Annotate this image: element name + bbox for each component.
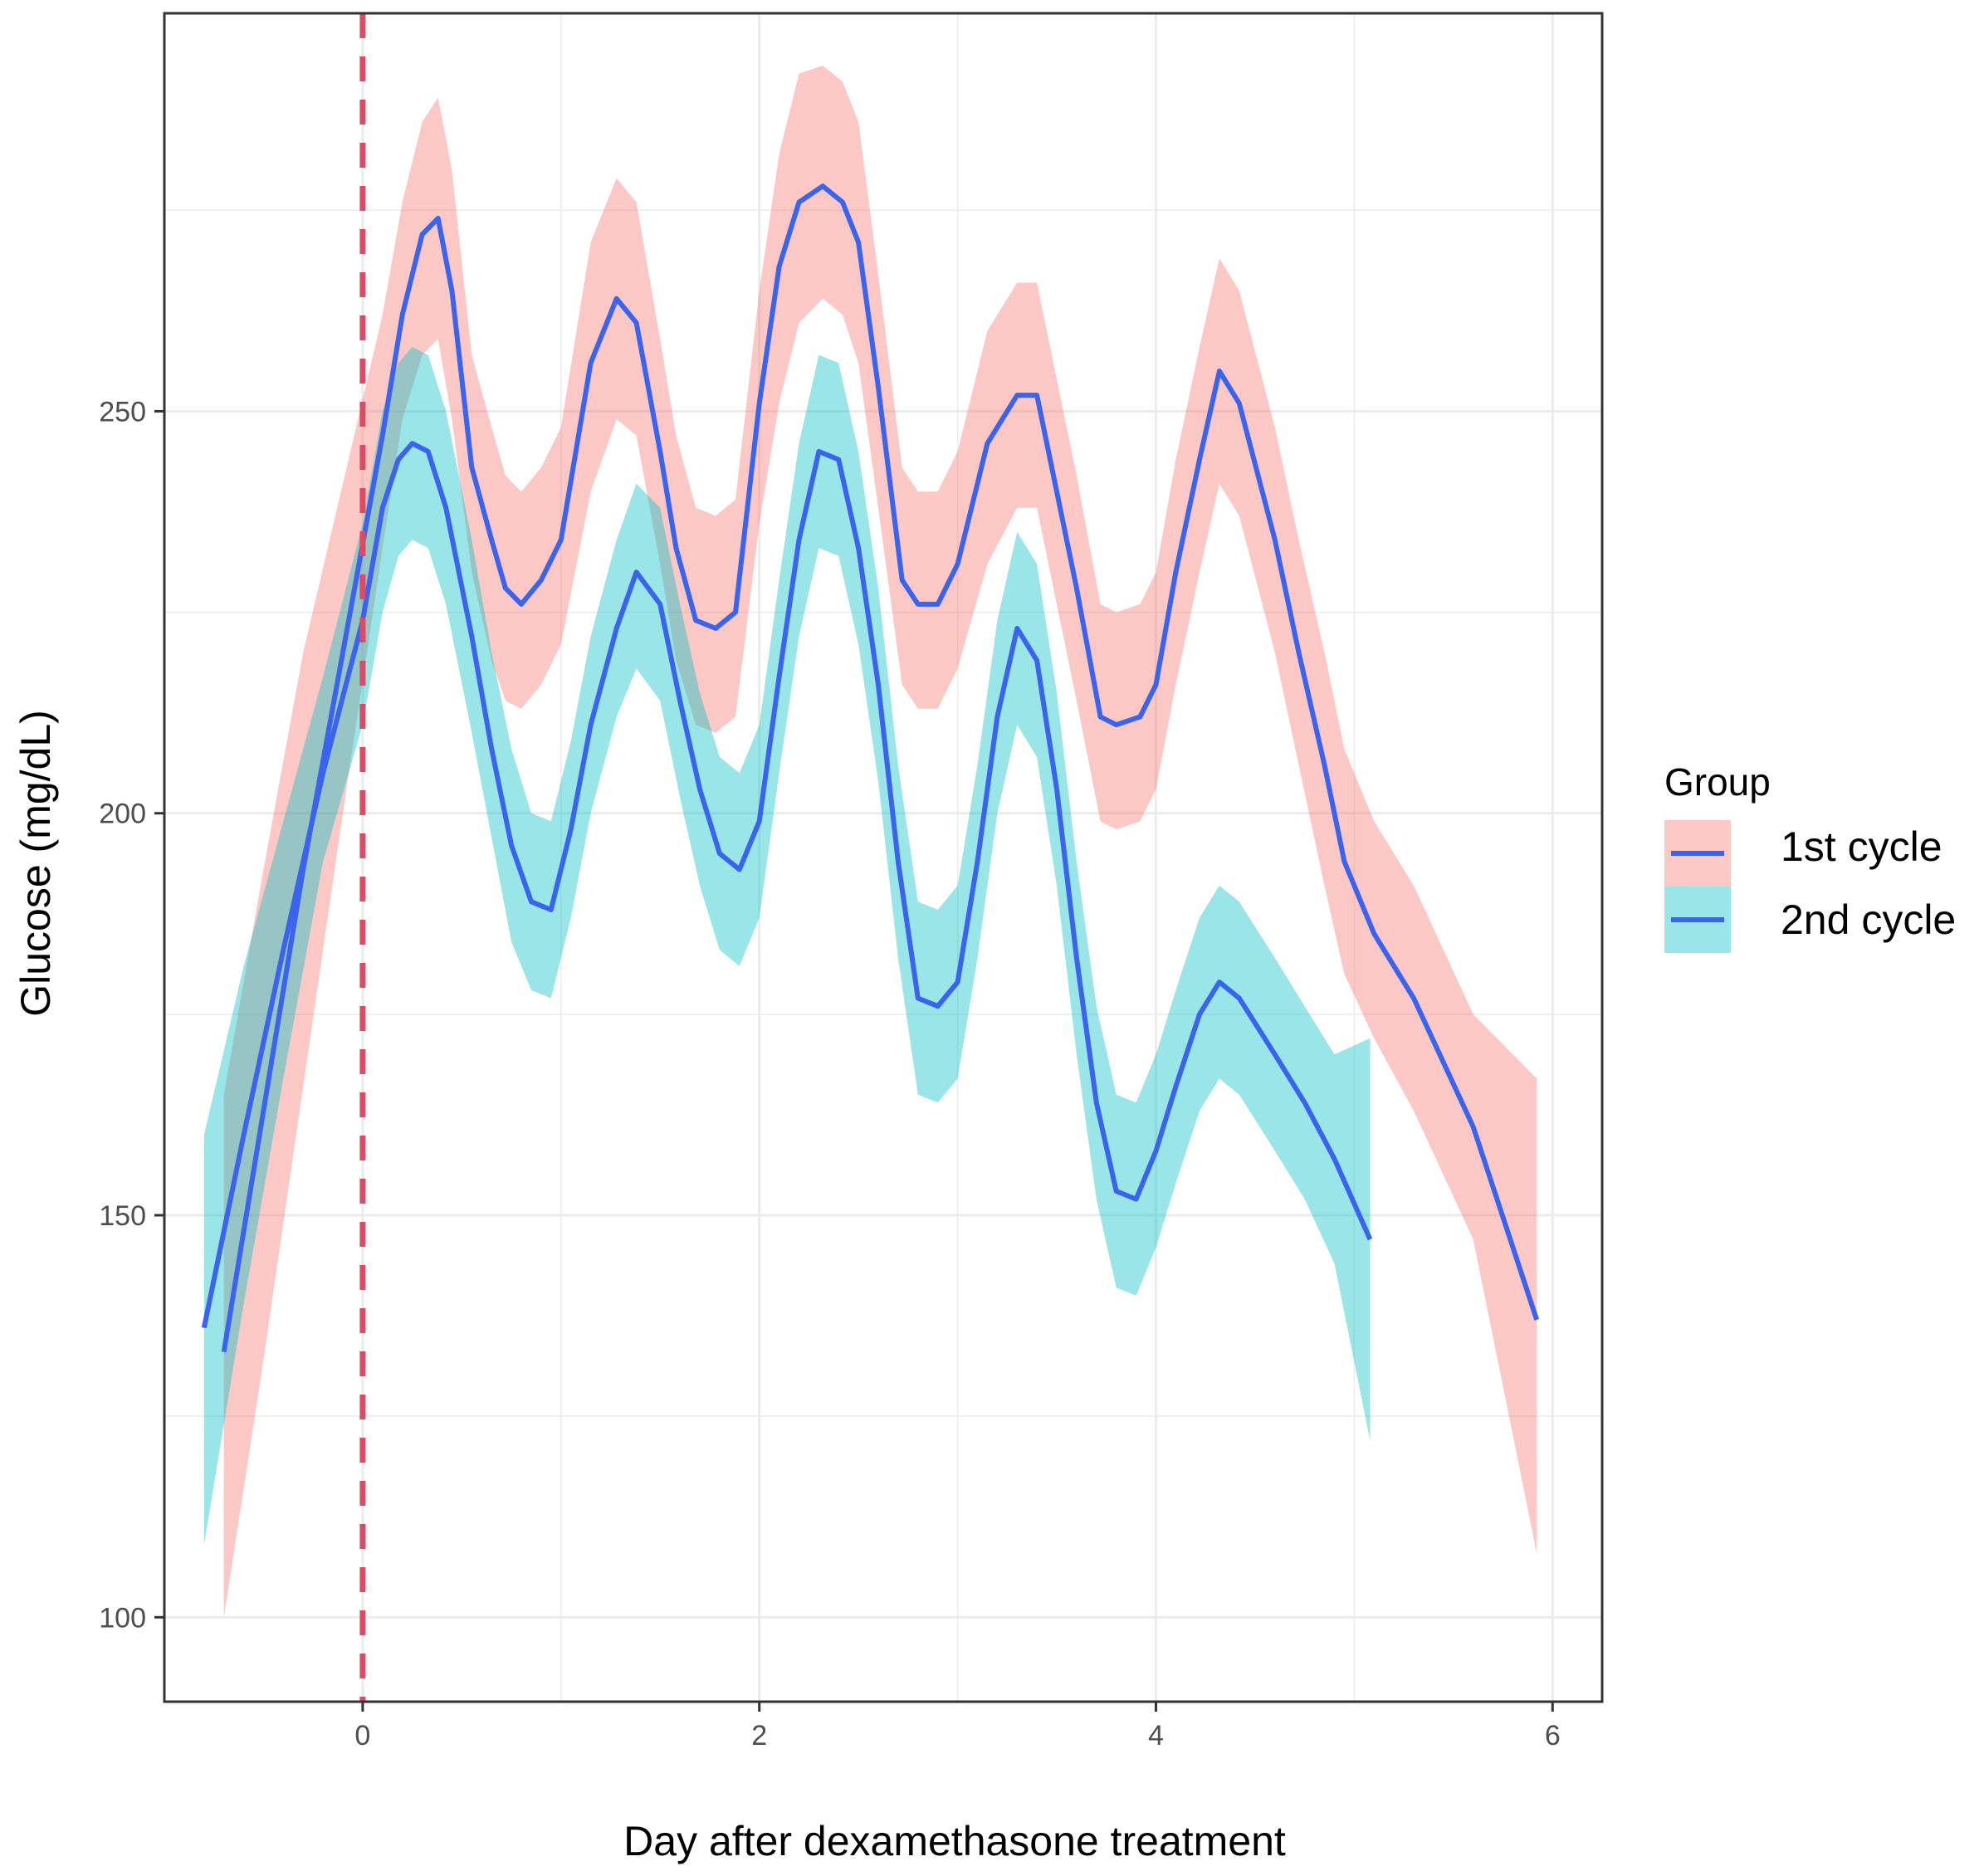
line-2nd-cycle (201, 441, 1373, 1329)
series-lines (201, 183, 1540, 1353)
y-tick-label: 200 (99, 799, 146, 830)
legend: Group 1st cycle 2nd cycle (1664, 760, 1956, 953)
x-tick-label: 0 (354, 1720, 370, 1751)
x-tick-label: 2 (751, 1720, 767, 1751)
band-2nd-cycle (203, 347, 1371, 1546)
x-axis-title: Day after dexamethasone treatment (623, 1818, 1286, 1864)
legend-item-2nd-cycle: 2nd cycle (1664, 887, 1956, 953)
x-tick-label: 6 (1545, 1720, 1561, 1751)
x-tick-label: 4 (1148, 1720, 1164, 1751)
band-1st-cycle (223, 66, 1537, 1618)
legend-label-1st-cycle: 1st cycle (1781, 823, 1942, 870)
y-tick-label: 250 (99, 396, 146, 427)
confidence-bands (203, 66, 1537, 1618)
x-axis-ticks: 0 2 4 6 (354, 1702, 1561, 1751)
line-1st-cycle (221, 183, 1540, 1353)
y-axis-title: Glucose (mg/dL) (12, 710, 59, 1017)
y-tick-label: 150 (99, 1200, 146, 1232)
panel-border (163, 12, 1604, 1703)
legend-title: Group (1664, 760, 1771, 804)
y-tick-label: 100 (99, 1602, 146, 1634)
legend-item-1st-cycle: 1st cycle (1664, 820, 1942, 887)
legend-label-2nd-cycle: 2nd cycle (1781, 896, 1956, 943)
y-axis-ticks: 100 150 200 250 (99, 396, 164, 1634)
